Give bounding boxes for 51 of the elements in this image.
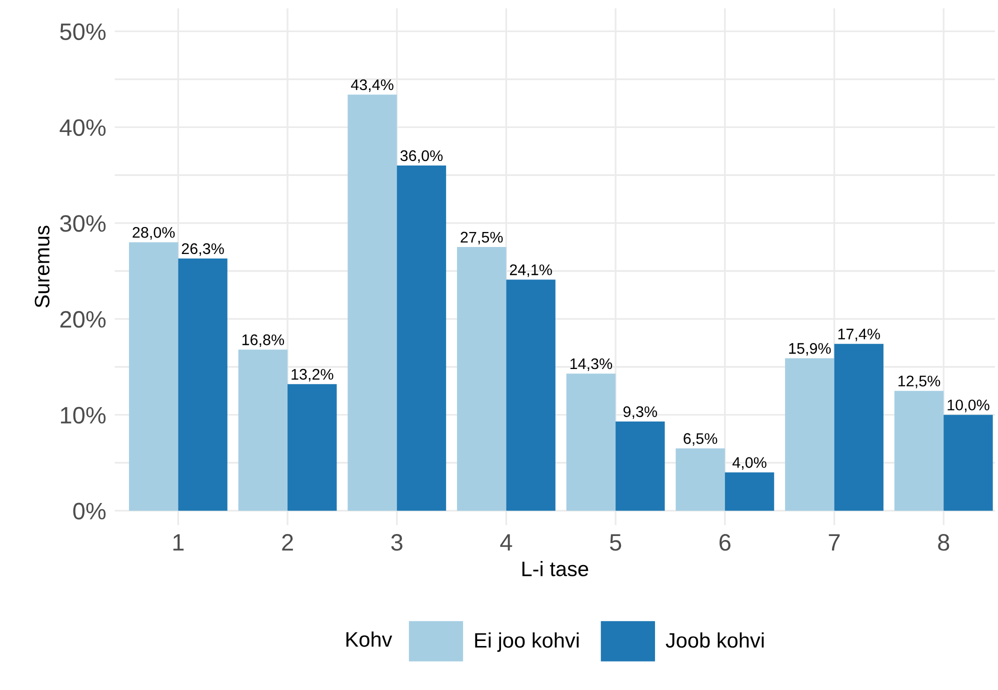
bar	[178, 258, 228, 511]
bar	[834, 344, 884, 511]
bar	[396, 166, 446, 511]
x-tick-label: 6	[720, 534, 730, 551]
bar	[944, 414, 993, 511]
x-tick-label: 8	[938, 534, 950, 551]
data-label: 26,3%	[182, 243, 224, 256]
legend-label: Joob kohvi	[666, 632, 764, 648]
y-tick-label: 40%	[60, 119, 106, 136]
data-label: 36,0%	[400, 150, 443, 163]
bar	[128, 242, 178, 511]
legend-label: Ei joo kohvi	[475, 632, 579, 652]
y-axis-title: Suremus	[34, 226, 50, 308]
bar	[506, 280, 556, 511]
y-tick-label: 30%	[60, 215, 106, 232]
data-label: 28,0%	[132, 227, 175, 240]
data-label: 13,2%	[292, 368, 334, 382]
data-label: 24,1%	[510, 264, 552, 278]
x-axis-title: L-i tase	[522, 560, 588, 576]
x-tick-label: 3	[391, 534, 402, 551]
x-tick-label: 7	[828, 534, 840, 551]
data-label: 27,5%	[460, 232, 503, 244]
y-tick-label: 10%	[60, 406, 106, 424]
data-label: 4,0%	[732, 457, 766, 470]
x-tick-label: 4	[500, 534, 512, 551]
data-label: 16,8%	[242, 334, 284, 348]
data-label: 14,3%	[570, 358, 612, 371]
y-tick-label: 0%	[73, 502, 106, 520]
data-label: 43,4%	[350, 79, 394, 92]
bar	[894, 390, 944, 511]
bar	[676, 448, 725, 511]
bar	[724, 472, 774, 511]
bar	[288, 384, 337, 511]
data-label: 15,9%	[789, 343, 831, 356]
bar	[238, 350, 288, 511]
bar	[348, 94, 397, 511]
x-tick-label: 1	[173, 534, 184, 551]
data-label: 10,0%	[948, 400, 990, 412]
data-label: 6,5%	[684, 433, 718, 446]
data-label: 12,5%	[898, 376, 940, 388]
bar	[566, 374, 616, 511]
y-tick-label: 50%	[60, 23, 106, 40]
bar	[457, 247, 506, 511]
legend-title: Kohv	[346, 632, 392, 647]
bar	[785, 358, 834, 511]
x-tick-label: 2	[282, 534, 293, 551]
x-tick-label: 5	[610, 534, 622, 551]
bar	[616, 422, 665, 511]
data-label: 9,3%	[623, 406, 658, 419]
data-label: 17,4%	[838, 328, 880, 342]
y-tick-label: 20%	[60, 311, 106, 328]
